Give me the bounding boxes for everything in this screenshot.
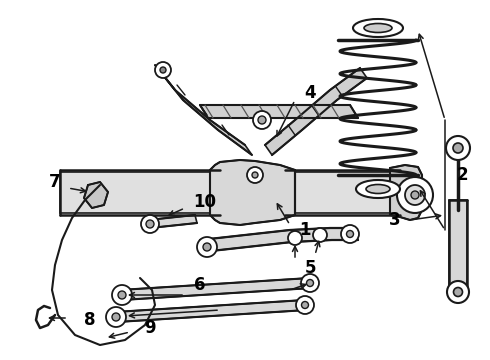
Polygon shape	[120, 278, 312, 300]
Ellipse shape	[353, 19, 403, 37]
Text: 1: 1	[299, 221, 311, 239]
Circle shape	[341, 225, 359, 243]
Circle shape	[313, 228, 327, 242]
Circle shape	[405, 185, 425, 205]
Circle shape	[447, 281, 469, 303]
Circle shape	[446, 136, 470, 160]
Circle shape	[397, 177, 433, 213]
Polygon shape	[285, 172, 390, 213]
Circle shape	[112, 285, 132, 305]
Circle shape	[454, 288, 463, 297]
Circle shape	[346, 230, 353, 238]
Polygon shape	[115, 300, 307, 322]
Circle shape	[253, 111, 271, 129]
Circle shape	[301, 274, 319, 292]
Text: 10: 10	[194, 193, 217, 211]
Text: 8: 8	[84, 311, 96, 329]
Polygon shape	[60, 172, 220, 213]
Polygon shape	[200, 105, 358, 118]
Circle shape	[141, 215, 159, 233]
Polygon shape	[390, 165, 422, 220]
Circle shape	[258, 116, 266, 124]
Circle shape	[307, 279, 314, 287]
Circle shape	[301, 302, 309, 309]
Circle shape	[252, 172, 258, 178]
Polygon shape	[148, 215, 197, 228]
Text: 2: 2	[456, 166, 468, 184]
Text: 4: 4	[304, 84, 316, 102]
Circle shape	[106, 307, 126, 327]
Circle shape	[453, 143, 463, 153]
Circle shape	[296, 296, 314, 314]
Text: 9: 9	[144, 319, 156, 337]
Polygon shape	[200, 228, 358, 252]
Polygon shape	[265, 68, 367, 155]
Text: 6: 6	[194, 276, 206, 294]
Polygon shape	[84, 182, 108, 208]
Ellipse shape	[356, 180, 400, 198]
Text: 3: 3	[389, 211, 401, 229]
Polygon shape	[210, 160, 295, 225]
Circle shape	[118, 291, 126, 299]
Circle shape	[112, 313, 120, 321]
Ellipse shape	[366, 185, 390, 194]
Text: 7: 7	[49, 173, 61, 191]
Circle shape	[160, 67, 166, 73]
Circle shape	[155, 62, 171, 78]
Polygon shape	[449, 200, 467, 290]
Circle shape	[146, 220, 154, 228]
Polygon shape	[155, 65, 252, 155]
Text: 5: 5	[304, 259, 316, 277]
Circle shape	[197, 237, 217, 257]
Circle shape	[288, 231, 302, 245]
Circle shape	[411, 191, 419, 199]
Circle shape	[247, 167, 263, 183]
Ellipse shape	[364, 23, 392, 32]
Circle shape	[203, 243, 211, 251]
